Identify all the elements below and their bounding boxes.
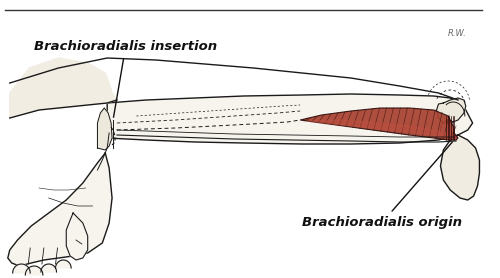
Polygon shape (26, 266, 43, 275)
Polygon shape (12, 264, 30, 273)
Text: Brachioradialis origin: Brachioradialis origin (302, 142, 462, 229)
Polygon shape (300, 108, 458, 140)
Polygon shape (307, 120, 454, 138)
Polygon shape (41, 264, 56, 272)
Polygon shape (98, 108, 112, 150)
Polygon shape (56, 260, 71, 268)
Text: Brachioradialis insertion: Brachioradialis insertion (34, 40, 217, 117)
Polygon shape (66, 213, 87, 260)
Polygon shape (436, 98, 466, 123)
Polygon shape (107, 94, 472, 144)
Polygon shape (10, 58, 117, 118)
Polygon shape (440, 135, 480, 200)
Text: R.W.: R.W. (448, 29, 467, 38)
Polygon shape (8, 153, 112, 266)
